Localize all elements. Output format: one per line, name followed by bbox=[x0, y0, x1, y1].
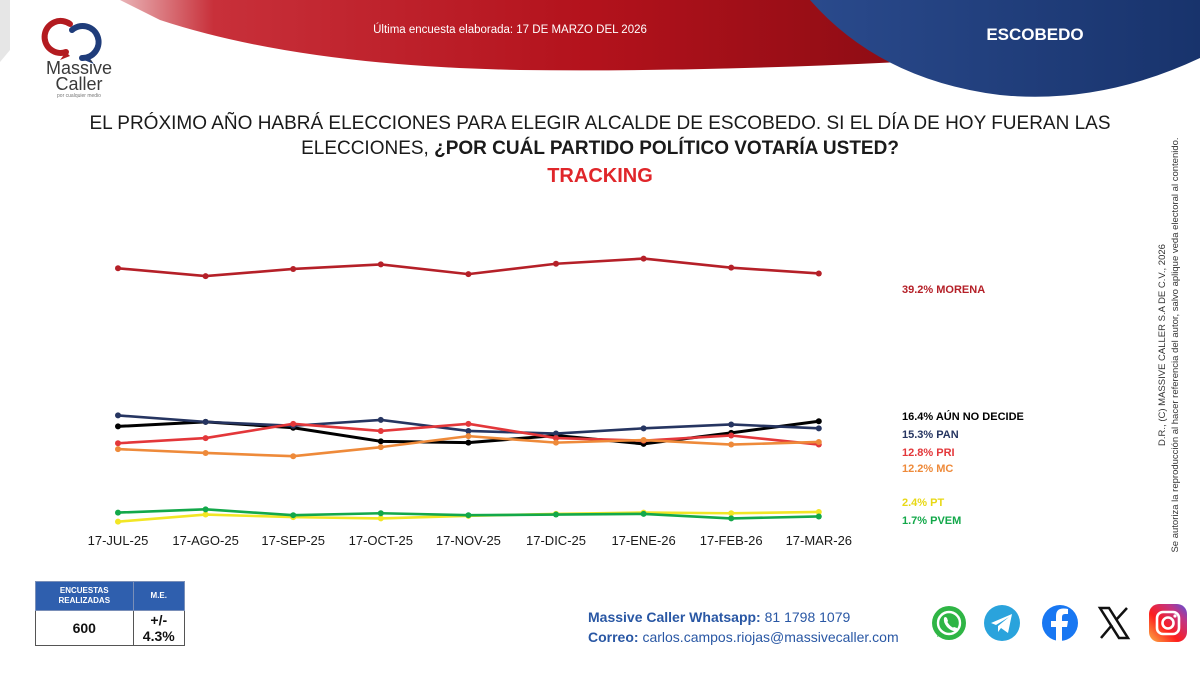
data-point-morena bbox=[815, 270, 822, 277]
email-address[interactable]: carlos.campos.riojas@massivecaller.com bbox=[642, 629, 899, 645]
survey-question: EL PRÓXIMO AÑO HABRÁ ELECCIONES PARA ELE… bbox=[40, 111, 1160, 161]
data-point-mc bbox=[640, 437, 647, 444]
data-point-pri bbox=[728, 432, 735, 439]
facebook-icon[interactable] bbox=[1040, 603, 1080, 643]
email-label: Correo: bbox=[588, 629, 639, 645]
data-point-pan bbox=[115, 412, 121, 419]
data-point-mc bbox=[465, 433, 472, 440]
x-tick-label: 17-NOV-25 bbox=[436, 533, 501, 548]
x-tick-label: 17-ENE-26 bbox=[611, 533, 675, 548]
margin-error-header: M.E. bbox=[132, 581, 186, 611]
contact-info: Massive Caller Whatsapp: 81 1798 1079 Co… bbox=[588, 607, 899, 647]
logo-tagline: por cualquier medio bbox=[57, 93, 101, 99]
x-tick-label: 17-DIC-25 bbox=[526, 533, 586, 548]
data-point-morena bbox=[553, 260, 559, 267]
question-emphasis: ¿POR CUÁL PARTIDO POLÍTICO VOTARÍA USTED… bbox=[434, 138, 899, 159]
series-label-aun-no-decide: 16.4% AÚN NO DECIDE bbox=[902, 410, 1024, 423]
data-point-pri bbox=[115, 440, 121, 447]
x-tick-label: 17-AGO-25 bbox=[172, 533, 238, 548]
data-point-morena bbox=[640, 255, 647, 262]
data-point-pvem bbox=[465, 512, 472, 519]
data-point-pvem bbox=[202, 506, 209, 513]
data-point-pri bbox=[465, 420, 472, 427]
data-point-pvem bbox=[553, 511, 559, 518]
data-point-aun-no-decide bbox=[815, 418, 822, 425]
data-point-pri bbox=[553, 435, 559, 442]
logo-name-line1: Massive bbox=[45, 58, 112, 78]
surveys-value: 600 bbox=[35, 610, 134, 646]
data-point-pan bbox=[465, 427, 472, 434]
data-point-morena bbox=[115, 265, 121, 272]
series-label-pt: 2.4% PT bbox=[902, 497, 944, 509]
data-point-pvem bbox=[815, 513, 822, 520]
data-point-pt bbox=[202, 511, 209, 518]
data-point-morena bbox=[728, 264, 735, 271]
data-point-mc bbox=[728, 441, 735, 448]
data-point-pt bbox=[115, 518, 121, 525]
data-point-pvem bbox=[640, 510, 647, 517]
massive-caller-logo: Massive Caller por cualquier medio bbox=[28, 14, 128, 104]
instagram-icon[interactable] bbox=[1148, 603, 1188, 643]
series-label-pvem: 1.7% PVEM bbox=[902, 515, 961, 527]
logo-name-line2: Caller bbox=[55, 74, 103, 94]
data-point-morena bbox=[377, 261, 384, 268]
data-point-pan bbox=[377, 416, 384, 423]
series-label-mc: 12.2% MC bbox=[902, 463, 953, 475]
tracking-subtitle: TRACKING bbox=[547, 165, 653, 187]
data-point-pvem bbox=[115, 509, 121, 516]
data-point-mc bbox=[553, 439, 559, 446]
data-point-pan bbox=[728, 421, 735, 428]
data-point-pt bbox=[728, 510, 735, 517]
data-point-pvem bbox=[377, 510, 384, 517]
survey-stats-table: ENCUESTAS REALIZADAS M.E. 600 +/- 4.3% bbox=[35, 581, 186, 646]
data-point-pvem bbox=[728, 515, 735, 522]
series-line-mc bbox=[117, 434, 819, 458]
data-point-pan bbox=[815, 425, 822, 432]
x-tick-label: 17-SEP-25 bbox=[261, 533, 325, 548]
data-point-pt bbox=[377, 515, 384, 522]
data-point-morena bbox=[465, 271, 472, 278]
data-point-mc bbox=[815, 438, 822, 445]
data-point-aun-no-decide bbox=[115, 423, 121, 430]
x-tick-label: 17-FEB-26 bbox=[700, 533, 763, 548]
whatsapp-icon[interactable] bbox=[929, 603, 969, 643]
series-label-pri: 12.8% PRI bbox=[902, 447, 955, 459]
data-point-morena bbox=[290, 265, 297, 272]
data-point-pt bbox=[815, 508, 822, 515]
logo-mark bbox=[41, 17, 102, 64]
whatsapp-label: Massive Caller Whatsapp: bbox=[588, 609, 761, 625]
data-point-mc bbox=[290, 453, 297, 460]
header-banner bbox=[0, 0, 1200, 97]
data-point-pan bbox=[640, 425, 647, 432]
city-name: ESCOBEDO bbox=[986, 25, 1084, 44]
margin-error-value: +/- 4.3% bbox=[132, 610, 186, 646]
last-survey-date: Última encuesta elaborada: 17 DE MARZO D… bbox=[373, 24, 647, 36]
x-tick-label: 17-MAR-26 bbox=[786, 533, 852, 548]
data-point-pri bbox=[377, 427, 384, 434]
data-point-aun-no-decide bbox=[465, 439, 472, 446]
whatsapp-number[interactable]: 81 1798 1079 bbox=[764, 609, 851, 625]
data-point-aun-no-decide bbox=[377, 438, 384, 445]
data-point-morena bbox=[202, 273, 209, 280]
data-point-pan bbox=[553, 430, 559, 437]
telegram-icon[interactable] bbox=[982, 603, 1022, 643]
data-point-mc bbox=[115, 446, 121, 453]
data-point-pri bbox=[290, 420, 297, 427]
x-tick-label: 17-JUL-25 bbox=[88, 533, 149, 548]
copyright-line1: D.R., (C) MASSIVE CALLER S.A DE C.V., 20… bbox=[1157, 244, 1168, 446]
data-point-pri bbox=[202, 435, 209, 442]
series-label-morena: 39.2% MORENA bbox=[902, 284, 985, 296]
data-point-pvem bbox=[290, 512, 297, 519]
question-text: EL PRÓXIMO AÑO HABRÁ ELECCIONES PARA ELE… bbox=[89, 113, 1111, 159]
surveys-header: ENCUESTAS REALIZADAS bbox=[35, 581, 134, 611]
x-icon[interactable] bbox=[1094, 603, 1134, 643]
copyright-line2: Se autoriza la reproducción al hacer ref… bbox=[1170, 137, 1181, 553]
x-tick-label: 17-OCT-25 bbox=[349, 533, 413, 548]
data-point-pan bbox=[202, 418, 209, 425]
data-point-mc bbox=[377, 444, 384, 451]
data-point-mc bbox=[202, 449, 209, 456]
series-label-pan: 15.3% PAN bbox=[902, 429, 959, 441]
